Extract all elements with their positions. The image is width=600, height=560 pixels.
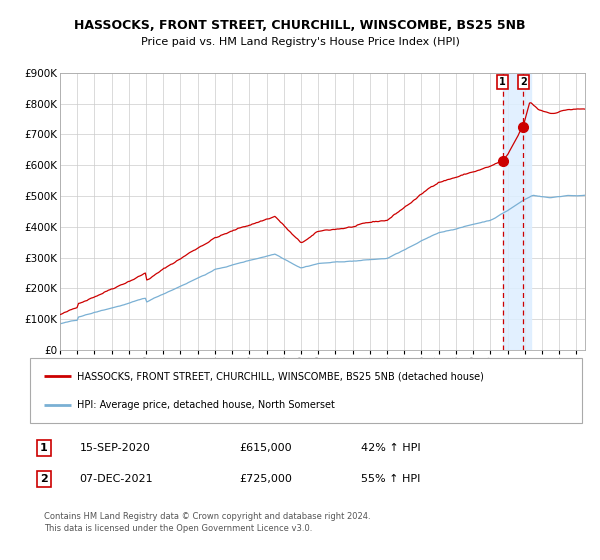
Text: HPI: Average price, detached house, North Somerset: HPI: Average price, detached house, Nort… (77, 400, 335, 410)
Text: 1: 1 (499, 77, 506, 87)
Text: Price paid vs. HM Land Registry's House Price Index (HPI): Price paid vs. HM Land Registry's House … (140, 37, 460, 47)
Text: 42% ↑ HPI: 42% ↑ HPI (361, 443, 421, 453)
Text: £615,000: £615,000 (240, 443, 292, 453)
Text: £725,000: £725,000 (240, 474, 293, 484)
Text: 2: 2 (520, 77, 527, 87)
Text: 15-SEP-2020: 15-SEP-2020 (80, 443, 151, 453)
Text: 07-DEC-2021: 07-DEC-2021 (80, 474, 154, 484)
Text: 55% ↑ HPI: 55% ↑ HPI (361, 474, 421, 484)
Text: HASSOCKS, FRONT STREET, CHURCHILL, WINSCOMBE, BS25 5NB: HASSOCKS, FRONT STREET, CHURCHILL, WINSC… (74, 18, 526, 32)
Text: Contains HM Land Registry data © Crown copyright and database right 2024.
This d: Contains HM Land Registry data © Crown c… (44, 512, 370, 533)
Text: HASSOCKS, FRONT STREET, CHURCHILL, WINSCOMBE, BS25 5NB (detached house): HASSOCKS, FRONT STREET, CHURCHILL, WINSC… (77, 371, 484, 381)
Text: 2: 2 (40, 474, 47, 484)
Bar (503, 73, 531, 350)
Text: 1: 1 (40, 443, 47, 453)
FancyBboxPatch shape (30, 358, 582, 423)
